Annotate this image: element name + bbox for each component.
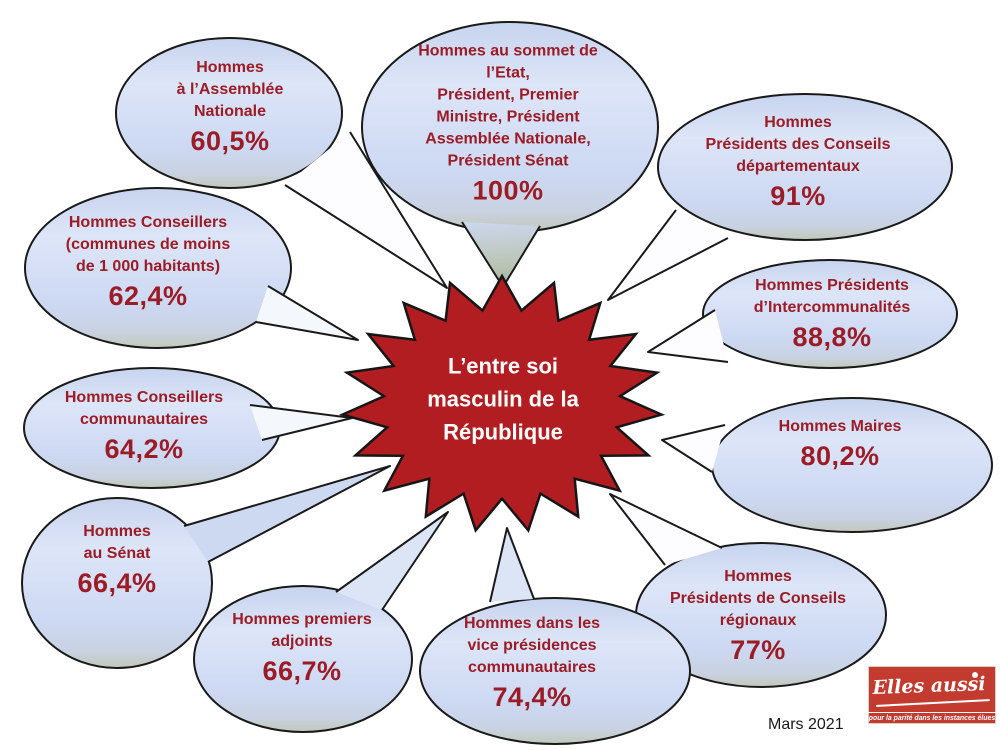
bubble-assemblee-nationale xyxy=(115,37,343,189)
bubble-senat xyxy=(21,497,213,669)
bubble-maires xyxy=(711,397,993,533)
tail-conseils-regionaux xyxy=(609,493,723,566)
tail-conseillers-communautaires xyxy=(249,404,353,441)
tail-senat xyxy=(183,465,391,563)
bubble-vice-presidences xyxy=(419,597,691,745)
bubble-conseillers-petites-communes xyxy=(24,187,292,349)
bubble-sommet-etat xyxy=(361,21,659,233)
date-label: Mars 2021 xyxy=(768,716,844,733)
bubble-conseillers-communautaires xyxy=(23,367,281,489)
bubble-conseils-departementaux xyxy=(657,93,953,241)
tail-vice-presidences xyxy=(489,527,535,603)
tail-premiers-adjoints xyxy=(335,511,449,611)
logo-dot-icon xyxy=(972,672,978,678)
tail-maires xyxy=(661,424,726,473)
bubble-premiers-adjoints xyxy=(193,585,413,733)
tail-intercommunalites xyxy=(647,309,729,363)
elles-aussi-logo: Elles aussi pour la parité dans les inst… xyxy=(868,666,996,724)
tail-conseillers-petites-communes xyxy=(255,285,359,341)
tail-assemblee-nationale xyxy=(284,131,448,289)
bubble-intercommunalites xyxy=(702,259,958,369)
central-title: L’entre soi masculin de la République xyxy=(427,353,579,445)
starburst-shape xyxy=(338,273,666,533)
logo-underline-flourish xyxy=(876,699,990,707)
tail-conseils-departementaux xyxy=(607,209,729,301)
logo-tagline: pour la parité dans les instances élues xyxy=(868,712,996,722)
